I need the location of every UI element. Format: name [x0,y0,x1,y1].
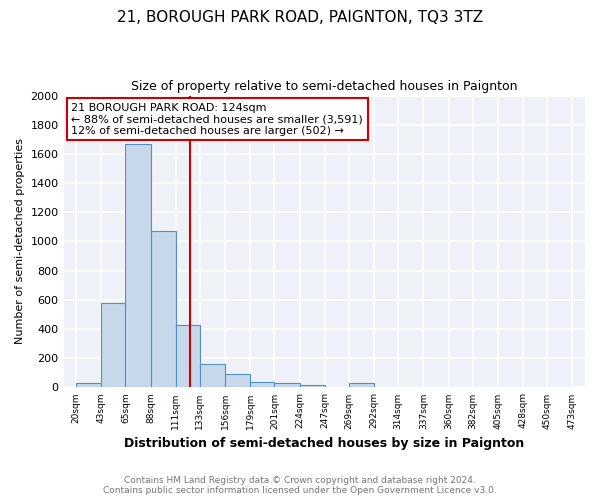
Text: Contains HM Land Registry data © Crown copyright and database right 2024.
Contai: Contains HM Land Registry data © Crown c… [103,476,497,495]
Y-axis label: Number of semi-detached properties: Number of semi-detached properties [15,138,25,344]
Bar [225,374,250,388]
Bar [151,232,176,388]
Bar [299,384,325,388]
Bar [76,383,101,388]
Bar [200,364,225,388]
Title: Size of property relative to semi-detached houses in Paignton: Size of property relative to semi-detach… [131,80,518,93]
Bar [274,383,299,388]
X-axis label: Distribution of semi-detached houses by size in Paignton: Distribution of semi-detached houses by … [124,437,524,450]
Bar [125,144,151,388]
Text: 21 BOROUGH PARK ROAD: 124sqm
← 88% of semi-detached houses are smaller (3,591)
1: 21 BOROUGH PARK ROAD: 124sqm ← 88% of se… [71,103,363,136]
Bar [176,324,200,388]
Bar [349,383,374,388]
Bar [101,303,125,388]
Bar [250,382,274,388]
Text: 21, BOROUGH PARK ROAD, PAIGNTON, TQ3 3TZ: 21, BOROUGH PARK ROAD, PAIGNTON, TQ3 3TZ [117,10,483,25]
